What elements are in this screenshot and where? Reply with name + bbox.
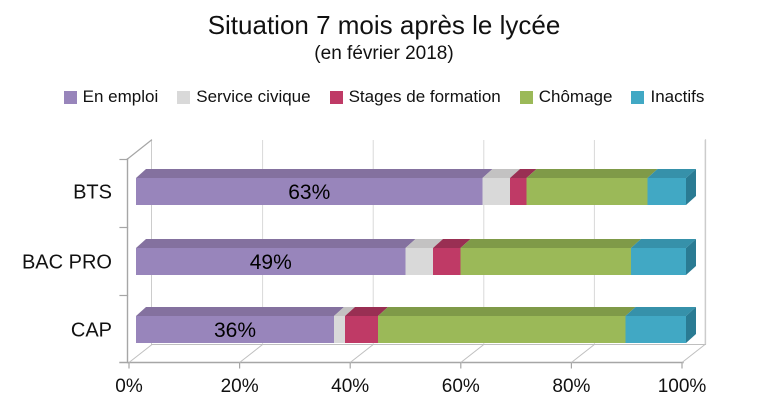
bar-segment-side <box>686 169 696 205</box>
bar-segment-top <box>433 239 471 248</box>
bar-segment-top <box>625 307 696 316</box>
bar-segment-top <box>405 239 443 248</box>
category-label: BTS <box>73 182 112 204</box>
floor-depth-line <box>349 344 374 363</box>
x-tick-label: 100% <box>658 376 707 397</box>
x-tick-label: 40% <box>331 376 369 397</box>
legend-label: Chômage <box>538 87 613 106</box>
bar-segment-top <box>631 239 696 248</box>
bar-segment-bts <box>510 178 527 205</box>
bar-segment-bac-pro <box>433 248 461 275</box>
bar-segment-cap <box>625 316 686 343</box>
chart-subtitle: (en février 2018) <box>314 43 454 64</box>
floor-depth-line <box>128 344 153 363</box>
bar-segment-top <box>647 169 696 178</box>
x-tick-label: 60% <box>442 376 480 397</box>
bar-segment-cap <box>378 316 626 343</box>
chart-title: Situation 7 mois après le lycée <box>207 10 561 40</box>
legend-item: Service civique <box>177 87 311 107</box>
legend-label: Service civique <box>196 87 311 106</box>
legend-swatch <box>177 90 191 104</box>
bar-segment-bac-pro <box>631 248 686 275</box>
legend-swatch <box>519 90 533 104</box>
legend-label: Inactifs <box>650 87 705 106</box>
x-tick-label: 80% <box>552 376 590 397</box>
bar-segment-bts <box>526 178 648 205</box>
data-label: 49% <box>250 251 292 274</box>
floor-depth-line <box>681 344 706 363</box>
legend-swatch <box>329 90 343 104</box>
legend-item: Inactifs <box>631 87 704 107</box>
bar-segment-top <box>526 169 658 178</box>
category-label: BAC PRO <box>22 252 112 274</box>
data-label: 63% <box>288 181 330 204</box>
bar-segment-bac-pro <box>136 248 406 275</box>
legend-swatch <box>631 90 645 104</box>
bar-segment-bts <box>136 178 483 205</box>
bar-segment-top <box>345 307 388 316</box>
floor-depth-line <box>460 344 485 363</box>
bar-segment-top <box>510 169 537 178</box>
bar-segment-bac-pro <box>405 248 433 275</box>
bar-segment-top <box>136 239 416 248</box>
legend-label: Stages de formation <box>348 87 501 106</box>
floor-depth-line <box>571 344 595 363</box>
bar-segment-side <box>686 239 696 275</box>
bar-segment-cap <box>345 316 378 343</box>
x-tick-label: 0% <box>115 376 143 397</box>
category-label: CAP <box>71 320 112 342</box>
bar-segment-top <box>460 239 641 248</box>
bar-segment-top <box>136 169 493 178</box>
legend-item: Stages de formation <box>329 87 501 107</box>
x-tick-label: 20% <box>221 376 259 397</box>
floor-depth-line <box>239 344 263 363</box>
legend-swatch <box>63 90 77 104</box>
bar-segment-top <box>378 307 636 316</box>
bar-segment-bts <box>482 178 510 205</box>
legend-item: En emploi <box>63 87 159 107</box>
bar-segment-bac-pro <box>460 248 631 275</box>
bar-segment-side <box>686 307 696 343</box>
legend-item: Chômage <box>519 87 613 107</box>
data-label: 36% <box>214 319 256 342</box>
legend: En emploi Service civique Stages de format… <box>0 87 768 107</box>
bar-segment-top <box>482 169 520 178</box>
bar-segment-top <box>136 307 344 316</box>
bar-segment-cap <box>136 316 334 343</box>
bar-segment-bts <box>647 178 686 205</box>
bar-segment-cap <box>334 316 345 343</box>
plot-generated: 0% 20% 40% 60% 80% 100% BTS BAC PRO CAP 63% 49% 36% <box>22 140 706 397</box>
left-depth-edge <box>126 139 153 160</box>
legend-label: En emploi <box>82 87 159 106</box>
bar-segment-top <box>334 307 355 316</box>
